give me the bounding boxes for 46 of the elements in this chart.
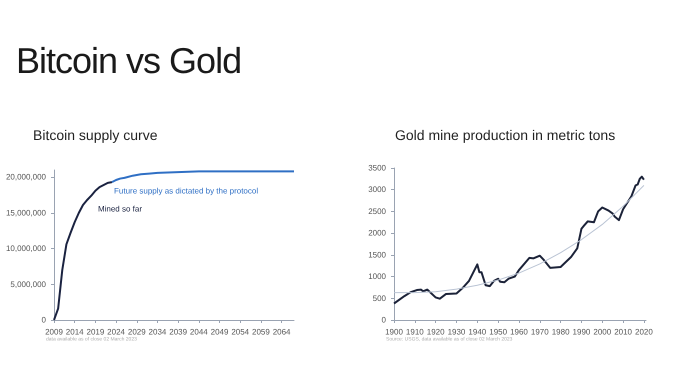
y-tick-label: 15,000,000 (6, 208, 47, 218)
x-tick-label: 2039 (169, 328, 188, 336)
x-tick-label: 2064 (272, 328, 292, 336)
y-tick-label: 5,000,000 (10, 280, 47, 289)
x-tick-label: 1960 (510, 328, 528, 336)
x-tick-label: 2024 (107, 328, 126, 336)
x-tick-label: 1980 (552, 328, 570, 336)
x-tick-label: 2054 (231, 328, 250, 336)
y-tick-label: 500 (372, 294, 387, 303)
x-tick-label: 1970 (530, 328, 550, 336)
series-label: Future supply as dictated by the protocol (114, 186, 258, 196)
chart-subtitle: Bitcoin supply curve (33, 127, 158, 143)
x-tick-label: 1920 (426, 328, 446, 336)
x-tick-label: 2049 (210, 328, 229, 336)
x-tick-label: 1910 (406, 328, 424, 336)
x-tick-label: 1900 (385, 328, 404, 336)
line-series (110, 170, 295, 184)
x-tick-label: 2014 (66, 328, 84, 336)
x-tick-label: 1930 (448, 328, 466, 336)
y-tick-label: 10,000,000 (6, 244, 47, 254)
y-tick-label: 1000 (368, 272, 387, 282)
x-tick-label: 2000 (593, 328, 612, 336)
y-tick-label: 1500 (368, 250, 387, 260)
chart-title: Gold mine production in metric tons (395, 127, 616, 143)
x-tick-label: 2019 (86, 328, 105, 336)
series-label: Mined so far (98, 204, 142, 214)
y-tick-label: 2500 (368, 206, 387, 216)
x-tick-label: 1940 (468, 328, 487, 336)
x-tick-label: 2059 (252, 328, 270, 336)
x-tick-label: 2010 (614, 328, 633, 336)
x-tick-label: 1950 (489, 328, 508, 336)
y-tick-label: 2000 (368, 228, 387, 238)
x-tick-label: 1990 (572, 328, 591, 336)
y-tick-label: 0 (42, 316, 47, 324)
y-tick-label: 3000 (368, 185, 387, 194)
chart-title: Bitcoin vs Gold (16, 40, 242, 82)
y-tick-label: 3500 (368, 164, 387, 172)
y-tick-label: 20,000,000 (6, 172, 47, 182)
x-tick-label: 2029 (128, 328, 146, 336)
x-tick-label: 2009 (45, 328, 64, 336)
x-tick-label: 2034 (148, 328, 167, 336)
y-tick-label: 0 (382, 316, 387, 324)
line-series (393, 176, 645, 304)
line-series (394, 184, 644, 294)
x-tick-label: 2020 (635, 328, 654, 336)
x-tick-label: 2044 (190, 328, 208, 336)
